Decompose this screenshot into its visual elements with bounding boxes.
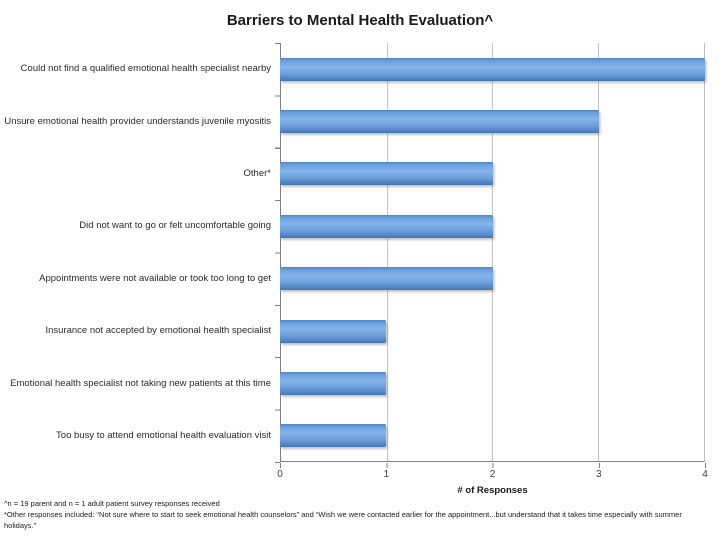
chart-row: Could not find a qualified emotional hea… bbox=[0, 43, 705, 95]
bar bbox=[280, 267, 493, 291]
category-label: Other* bbox=[243, 168, 271, 179]
chart-title: Barriers to Mental Health Evaluation^ bbox=[226, 12, 494, 29]
bar-track bbox=[280, 43, 705, 95]
x-tick-label: 3 bbox=[595, 469, 602, 480]
bar bbox=[280, 110, 599, 134]
category-label: Did not want to go or felt uncomfortable… bbox=[79, 220, 271, 232]
x-axis-tick-labels: 0 1 2 3 4 bbox=[277, 469, 708, 482]
category-label: Appointments were not available or took … bbox=[39, 272, 271, 284]
category-label: Emotional health specialist not taking n… bbox=[10, 377, 271, 389]
x-axis-title: # of Responses bbox=[457, 485, 528, 496]
category-label: Could not find a qualified emotional hea… bbox=[20, 63, 271, 75]
chart-row: Too busy to attend emotional health eval… bbox=[0, 410, 705, 462]
x-axis-ticks bbox=[280, 463, 706, 468]
bar-track bbox=[280, 200, 705, 252]
x-tick-label: 4 bbox=[702, 469, 708, 480]
bar-rows: Could not find a qualified emotional hea… bbox=[0, 43, 705, 462]
y-axis-ticks bbox=[275, 43, 280, 463]
x-tick-label: 1 bbox=[383, 469, 390, 480]
bar-track bbox=[280, 148, 705, 200]
bar-track bbox=[280, 410, 705, 462]
x-tick-label: 2 bbox=[489, 469, 496, 480]
bar bbox=[280, 371, 387, 395]
chart-row: Emotional health specialist not taking n… bbox=[0, 357, 705, 409]
chart-row: Did not want to go or felt uncomfortable… bbox=[0, 200, 705, 252]
bar bbox=[280, 319, 387, 343]
category-label: Insurance not accepted by emotional heal… bbox=[45, 325, 272, 337]
x-tick-label: 0 bbox=[277, 469, 283, 480]
bar bbox=[280, 424, 387, 448]
chart-row: Appointments were not available or took … bbox=[0, 253, 705, 305]
bar-track bbox=[280, 357, 705, 409]
bar bbox=[280, 57, 705, 81]
category-label: Unsure emotional health provider underst… bbox=[4, 115, 271, 127]
footnote-line: ^n = 19 parent and n = 1 adult patient s… bbox=[4, 499, 220, 508]
bar bbox=[280, 162, 493, 186]
chart-row: Insurance not accepted by emotional heal… bbox=[0, 305, 705, 357]
footnote-line: *Other responses included: “Not sure whe… bbox=[4, 510, 682, 519]
chart-row: Other* bbox=[0, 148, 705, 200]
footnotes: ^n = 19 parent and n = 1 adult patient s… bbox=[4, 498, 716, 531]
footnote-line: holidays.” bbox=[4, 521, 37, 530]
chart-row: Unsure emotional health provider underst… bbox=[0, 95, 705, 147]
bar-track bbox=[280, 305, 705, 357]
bar-track bbox=[280, 253, 705, 305]
bar-track bbox=[280, 95, 705, 147]
category-label: Too busy to attend emotional health eval… bbox=[56, 429, 271, 441]
bar bbox=[280, 214, 493, 238]
